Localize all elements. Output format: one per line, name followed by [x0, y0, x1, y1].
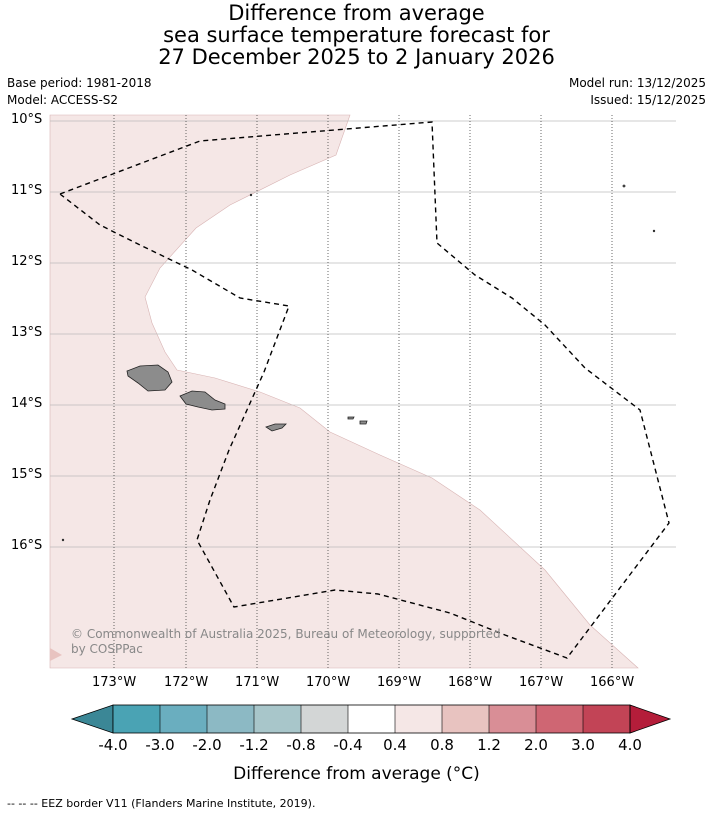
colorbar-seg-1 — [113, 705, 160, 733]
land-islands — [61, 184, 656, 542]
lon-label-172w: 172°W — [164, 675, 209, 690]
colorbar-seg-3 — [207, 705, 254, 733]
manua-island-2 — [359, 420, 368, 425]
anomaly-speck — [50, 648, 62, 661]
islet-southwest — [61, 538, 65, 542]
colorbar-label: 3.0 — [571, 736, 595, 754]
colorbar-low-arrow — [70, 704, 114, 734]
colorbar-seg-8 — [442, 705, 489, 733]
lon-label-167w: 167°W — [519, 675, 564, 690]
copyright-notice: © Commonwealth of Australia 2025, Bureau… — [71, 627, 501, 656]
title-line-2: sea surface temperature forecast for — [163, 23, 550, 47]
colorbar-label: 2.0 — [524, 736, 548, 754]
colorbar — [70, 704, 672, 734]
colorbar-label: 1.2 — [477, 736, 501, 754]
colorbar-title: Difference from average (°C) — [233, 764, 480, 784]
base-period: Base period: 1981-2018 — [7, 76, 152, 90]
lon-label-171w: 171°W — [235, 675, 280, 690]
model-run: Model run: 13/12/2025 — [568, 76, 706, 90]
colorbar-label: -2.0 — [192, 736, 222, 754]
colorbar-label: -4.0 — [98, 736, 128, 754]
upolu-island — [179, 390, 226, 411]
colorbar-label: 0.8 — [430, 736, 454, 754]
lat-label-12s: 12°S — [11, 254, 43, 269]
lat-label-11s: 11°S — [11, 183, 43, 198]
lon-label-170w: 170°W — [306, 675, 351, 690]
swains-island — [622, 184, 626, 188]
model-name: Model: ACCESS-S2 — [7, 93, 119, 107]
lon-label-173w: 173°W — [92, 675, 137, 690]
title-line-3: 27 December 2025 to 2 January 2026 — [158, 45, 555, 69]
colorbar-seg-9 — [489, 705, 536, 733]
title-line-1: Difference from average — [228, 1, 485, 25]
colorbar-seg-5 — [301, 705, 348, 733]
manua-island-1 — [347, 416, 355, 420]
savaii-island — [126, 364, 173, 392]
colorbar-high-arrow — [629, 704, 672, 734]
eez-samoa — [59, 121, 670, 659]
lat-label-16s: 16°S — [11, 538, 43, 553]
tutuila-island — [265, 423, 287, 432]
colorbar-seg-6 — [348, 705, 395, 733]
rose-atoll — [652, 229, 656, 233]
lat-label-14s: 14°S — [11, 396, 43, 411]
lat-gridlines — [50, 120, 676, 548]
colorbar-label: 0.4 — [383, 736, 407, 754]
lon-label-168w: 168°W — [448, 675, 493, 690]
lat-label-15s: 15°S — [11, 467, 43, 482]
issued-date: Issued: 15/12/2025 — [590, 93, 706, 107]
colorbar-label: -0.4 — [333, 736, 363, 754]
colorbar-seg-2 — [160, 705, 207, 733]
colorbar-label: -0.8 — [286, 736, 316, 754]
colorbar-seg-7 — [395, 705, 442, 733]
lon-gridlines — [113, 115, 613, 668]
eez-borders — [59, 121, 670, 659]
eez-legend-footer: -- -- -- EEZ border V11 (Flanders Marine… — [7, 797, 316, 810]
colorbar-seg-10 — [536, 705, 583, 733]
lon-label-169w: 169°W — [377, 675, 422, 690]
colorbar-seg-4 — [254, 705, 301, 733]
colorbar-seg-11 — [583, 705, 630, 733]
colorbar-label: -3.0 — [145, 736, 175, 754]
islet-north — [249, 193, 253, 197]
lon-label-166w: 166°W — [590, 675, 635, 690]
lat-label-10s: 10°S — [11, 112, 43, 127]
colorbar-label: -1.2 — [239, 736, 269, 754]
colorbar-label: 4.0 — [618, 736, 642, 754]
anomaly-region-west — [49, 114, 639, 669]
lat-label-13s: 13°S — [11, 325, 43, 340]
